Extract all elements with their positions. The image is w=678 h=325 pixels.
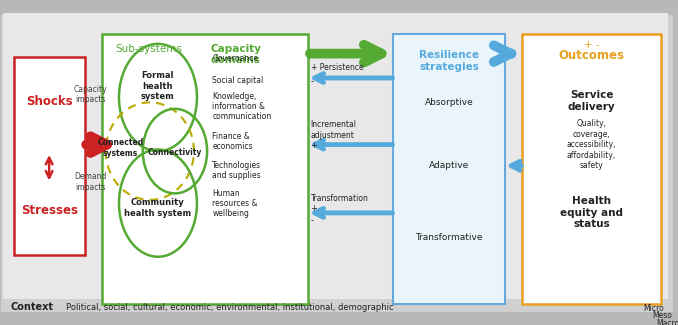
FancyBboxPatch shape (1, 15, 673, 312)
Text: Transformative: Transformative (416, 233, 483, 242)
Text: + -: + - (584, 40, 599, 50)
Text: Outcomes: Outcomes (559, 49, 624, 62)
Text: +: + (311, 141, 317, 150)
Text: Social capital: Social capital (212, 76, 264, 85)
Text: Connected
systems: Connected systems (98, 138, 144, 158)
Text: Service
delivery: Service delivery (567, 90, 616, 111)
Text: + Persistence: + Persistence (311, 63, 363, 72)
Text: Shocks: Shocks (26, 95, 73, 108)
Text: Connectivity: Connectivity (148, 148, 202, 157)
Text: Stresses: Stresses (20, 204, 78, 217)
Text: Capacity
impacts: Capacity impacts (73, 84, 107, 104)
Text: -: - (311, 216, 313, 225)
FancyBboxPatch shape (14, 57, 85, 255)
FancyBboxPatch shape (522, 34, 661, 304)
FancyBboxPatch shape (393, 34, 505, 304)
Text: -: - (311, 77, 313, 86)
Text: Human
resources &
wellbeing: Human resources & wellbeing (212, 188, 258, 218)
Text: Knowledge,
information &
communication: Knowledge, information & communication (212, 92, 271, 121)
Text: Incremental
adjustment: Incremental adjustment (311, 120, 357, 140)
Text: Political, social, cultural, economic, environmental, institutional, demographic: Political, social, cultural, economic, e… (66, 303, 394, 312)
Text: Micro: Micro (643, 304, 664, 313)
Text: Governance: Governance (212, 54, 258, 63)
Text: Capacity
domains: Capacity domains (210, 44, 261, 65)
Text: Resilience
strategies: Resilience strategies (419, 50, 479, 72)
Text: Adaptive: Adaptive (429, 161, 469, 170)
Text: Meso: Meso (653, 311, 673, 320)
Text: Demand
impacts: Demand impacts (74, 172, 106, 192)
FancyBboxPatch shape (3, 13, 668, 299)
Text: Macro: Macro (656, 318, 678, 325)
Text: Technologies
and supplies: Technologies and supplies (212, 161, 261, 180)
FancyBboxPatch shape (102, 34, 308, 304)
Text: Quality,
coverage,
accessibility,
affordability,
safety: Quality, coverage, accessibility, afford… (567, 119, 616, 170)
Text: Absorptive: Absorptive (425, 98, 473, 107)
Text: Health
equity and
status: Health equity and status (560, 196, 623, 229)
Text: Sub-systems: Sub-systems (115, 44, 182, 54)
Text: +: + (311, 204, 317, 214)
Text: Finance &
economics: Finance & economics (212, 132, 253, 151)
Text: Context: Context (10, 302, 53, 312)
Text: Formal
health
system: Formal health system (141, 71, 175, 101)
Text: Community
health system: Community health system (124, 198, 192, 218)
Text: Transformation: Transformation (311, 194, 368, 203)
